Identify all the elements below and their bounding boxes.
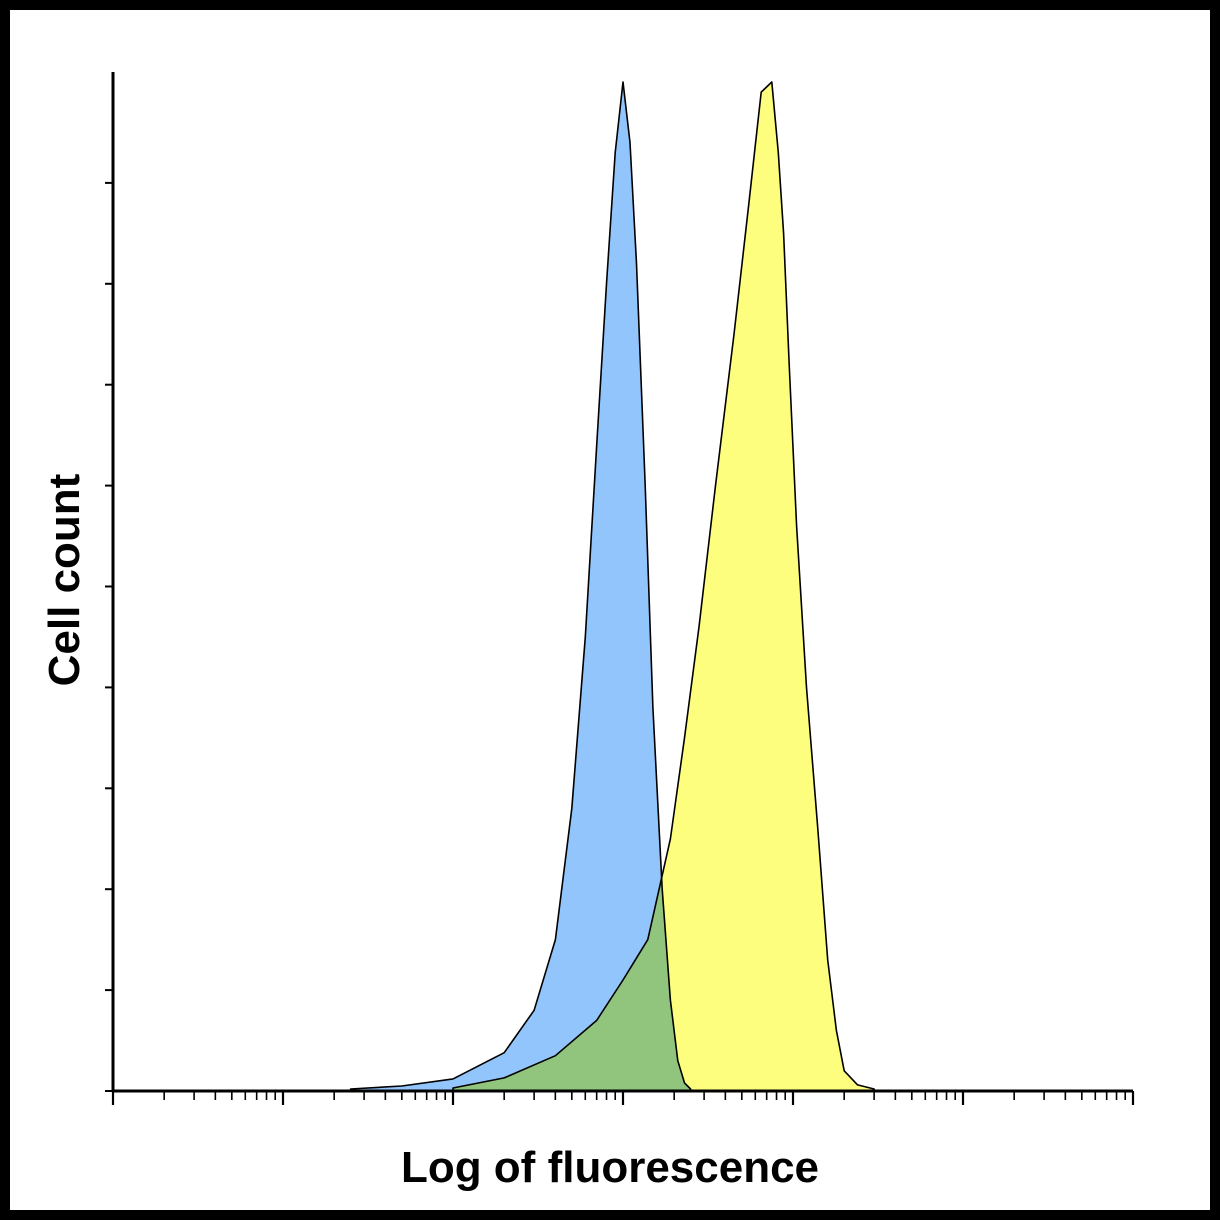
x-axis-title: Log of fluorescence xyxy=(10,1143,1210,1193)
histogram-plot xyxy=(10,10,1210,1210)
y-axis-title: Cell count xyxy=(40,474,90,687)
series-layer xyxy=(351,82,875,1091)
histogram-series-1 xyxy=(351,82,691,1091)
